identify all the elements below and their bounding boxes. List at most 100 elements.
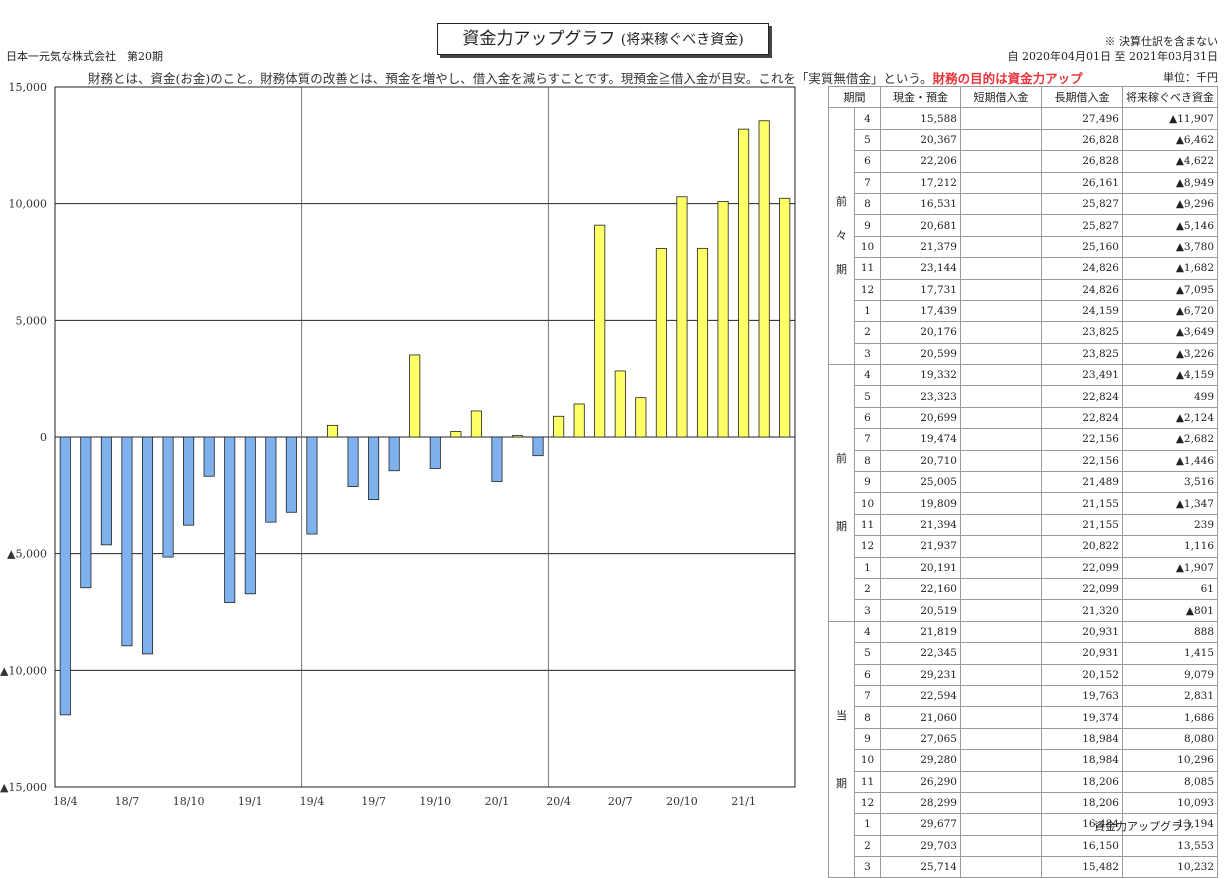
- cell-cash: 29,280: [880, 749, 961, 772]
- table-row: 5 23,323 22,824 499: [829, 385, 1218, 408]
- cell-cash: 29,703: [880, 834, 961, 858]
- cell-month: 5: [854, 385, 881, 408]
- cell-future: ▲7,095: [1122, 278, 1218, 301]
- table-row: 6 29,231 20,152 9,079: [829, 663, 1218, 686]
- bar: [141, 436, 154, 655]
- cell-month: 10: [854, 492, 881, 515]
- cell-month: 12: [854, 535, 881, 558]
- x-tick-label: 21/1: [731, 795, 756, 808]
- cell-cash: 27,065: [880, 727, 961, 751]
- period-group-char: 期: [836, 776, 847, 790]
- cell-long: 25,827: [1041, 214, 1123, 237]
- cell-short: [960, 342, 1042, 366]
- cell-short: [960, 257, 1042, 280]
- cell-cash: 19,809: [880, 492, 961, 515]
- cell-month: 4: [854, 620, 881, 644]
- cell-short: [960, 706, 1042, 729]
- cell-cash: 21,937: [880, 535, 961, 558]
- cell-short: [960, 364, 1042, 387]
- cell-short: [960, 577, 1042, 601]
- bar-chart: 15,000 10,000 5,000 0 ▲5,000 ▲10,000 ▲15,000 18…: [0, 81, 796, 808]
- table-row: 11 21,394 21,155 239: [829, 513, 1218, 537]
- bar: [203, 436, 215, 477]
- description-highlight: 財務の目的は資金力アップ: [932, 71, 1083, 86]
- cell-month: 8: [854, 706, 881, 729]
- cell-long: 18,206: [1041, 791, 1123, 815]
- cell-future: ▲2,124: [1122, 406, 1218, 430]
- cell-future: ▲1,446: [1122, 449, 1218, 473]
- bar: [450, 431, 462, 438]
- table-row: 3 20,519 21,320 ▲801: [829, 599, 1218, 622]
- cell-short: [960, 684, 1042, 708]
- cell-short: [960, 813, 1042, 836]
- cell-short: [960, 749, 1042, 772]
- cell-future: ▲1,347: [1122, 492, 1218, 515]
- bar: [470, 410, 482, 438]
- bar: [306, 436, 318, 535]
- period-group-char: 々: [836, 229, 847, 243]
- cell-future: 1,686: [1122, 706, 1218, 729]
- cell-month: 7: [854, 684, 881, 708]
- table-row: 7 22,594 19,763 2,831: [829, 684, 1218, 708]
- table-header-4: 将来稼ぐべき資金: [1122, 85, 1218, 109]
- cell-short: [960, 492, 1042, 515]
- cell-short: [960, 171, 1042, 194]
- cell-future: 13,553: [1122, 834, 1218, 858]
- table-row: 2 29,703 16,150 13,553: [829, 834, 1218, 858]
- cell-long: 22,156: [1041, 428, 1123, 451]
- table-row: 2 22,160 22,099 61: [829, 577, 1218, 601]
- cell-short: [960, 642, 1042, 665]
- cell-month: 4: [854, 364, 881, 387]
- cell-short: [960, 535, 1042, 558]
- cell-future: 8,085: [1122, 770, 1218, 793]
- cell-cash: 20,176: [880, 321, 961, 344]
- cell-future: 499: [1122, 385, 1218, 408]
- bar: [738, 128, 750, 438]
- cell-long: 19,763: [1041, 684, 1123, 708]
- cell-long: 22,824: [1041, 406, 1123, 430]
- cell-cash: 20,519: [880, 599, 961, 622]
- table-row: 1 17,439 24,159 ▲6,720: [829, 299, 1218, 323]
- table-row: 3 20,599 23,825 ▲3,226: [829, 342, 1218, 366]
- company-name: 日本一元気な株式会社 第20期: [6, 50, 163, 63]
- cell-long: 20,931: [1041, 642, 1123, 665]
- cell-cash: 17,439: [880, 299, 961, 323]
- bar: [80, 436, 92, 589]
- note-text: ※ 決算仕訳を含まない: [1104, 35, 1219, 48]
- y-tick-label: ▲5,000: [7, 548, 47, 561]
- cell-future: ▲3,226: [1122, 342, 1218, 366]
- period-group-char: 期: [836, 263, 847, 277]
- table-row: 7 17,212 26,161 ▲8,949: [829, 171, 1218, 194]
- cell-long: 23,491: [1041, 364, 1123, 387]
- chart-title: 資金力アップグラフ: [462, 29, 616, 49]
- cell-month: 6: [854, 150, 881, 173]
- bar: [594, 224, 606, 438]
- cell-short: [960, 299, 1042, 323]
- x-tick-label: 20/1: [485, 795, 510, 808]
- y-tick-label: 5,000: [16, 314, 48, 327]
- cell-long: 23,825: [1041, 342, 1123, 366]
- cell-month: 10: [854, 235, 881, 259]
- cell-future: 239: [1122, 513, 1218, 537]
- cell-long: 22,156: [1041, 449, 1123, 473]
- cell-month: 10: [854, 749, 881, 772]
- data-table: 期間 現金・預金 短期借入金 長期借入金 将来稼ぐべき資金 前々期 4 15,588 27,4…: [828, 85, 1218, 878]
- unit-label: 単位：千円: [1163, 71, 1218, 84]
- cell-month: 12: [854, 791, 881, 815]
- cell-cash: 23,323: [880, 385, 961, 408]
- bar: [635, 397, 647, 438]
- cell-long: 18,984: [1041, 727, 1123, 751]
- cell-cash: 29,231: [880, 663, 961, 686]
- cell-short: [960, 556, 1042, 579]
- cell-long: 25,160: [1041, 235, 1123, 259]
- cell-future: ▲3,780: [1122, 235, 1218, 259]
- table-row: 11 23,144 24,826 ▲1,682: [829, 257, 1218, 280]
- cell-cash: 20,681: [880, 214, 961, 237]
- table-row: 10 29,280 18,984 10,296: [829, 749, 1218, 772]
- cell-month: 11: [854, 770, 881, 793]
- cell-month: 1: [854, 299, 881, 323]
- cell-long: 18,206: [1041, 770, 1123, 793]
- x-tick-label: 19/10: [419, 795, 451, 808]
- cell-short: [960, 278, 1042, 301]
- x-tick-label: 18/7: [115, 795, 140, 808]
